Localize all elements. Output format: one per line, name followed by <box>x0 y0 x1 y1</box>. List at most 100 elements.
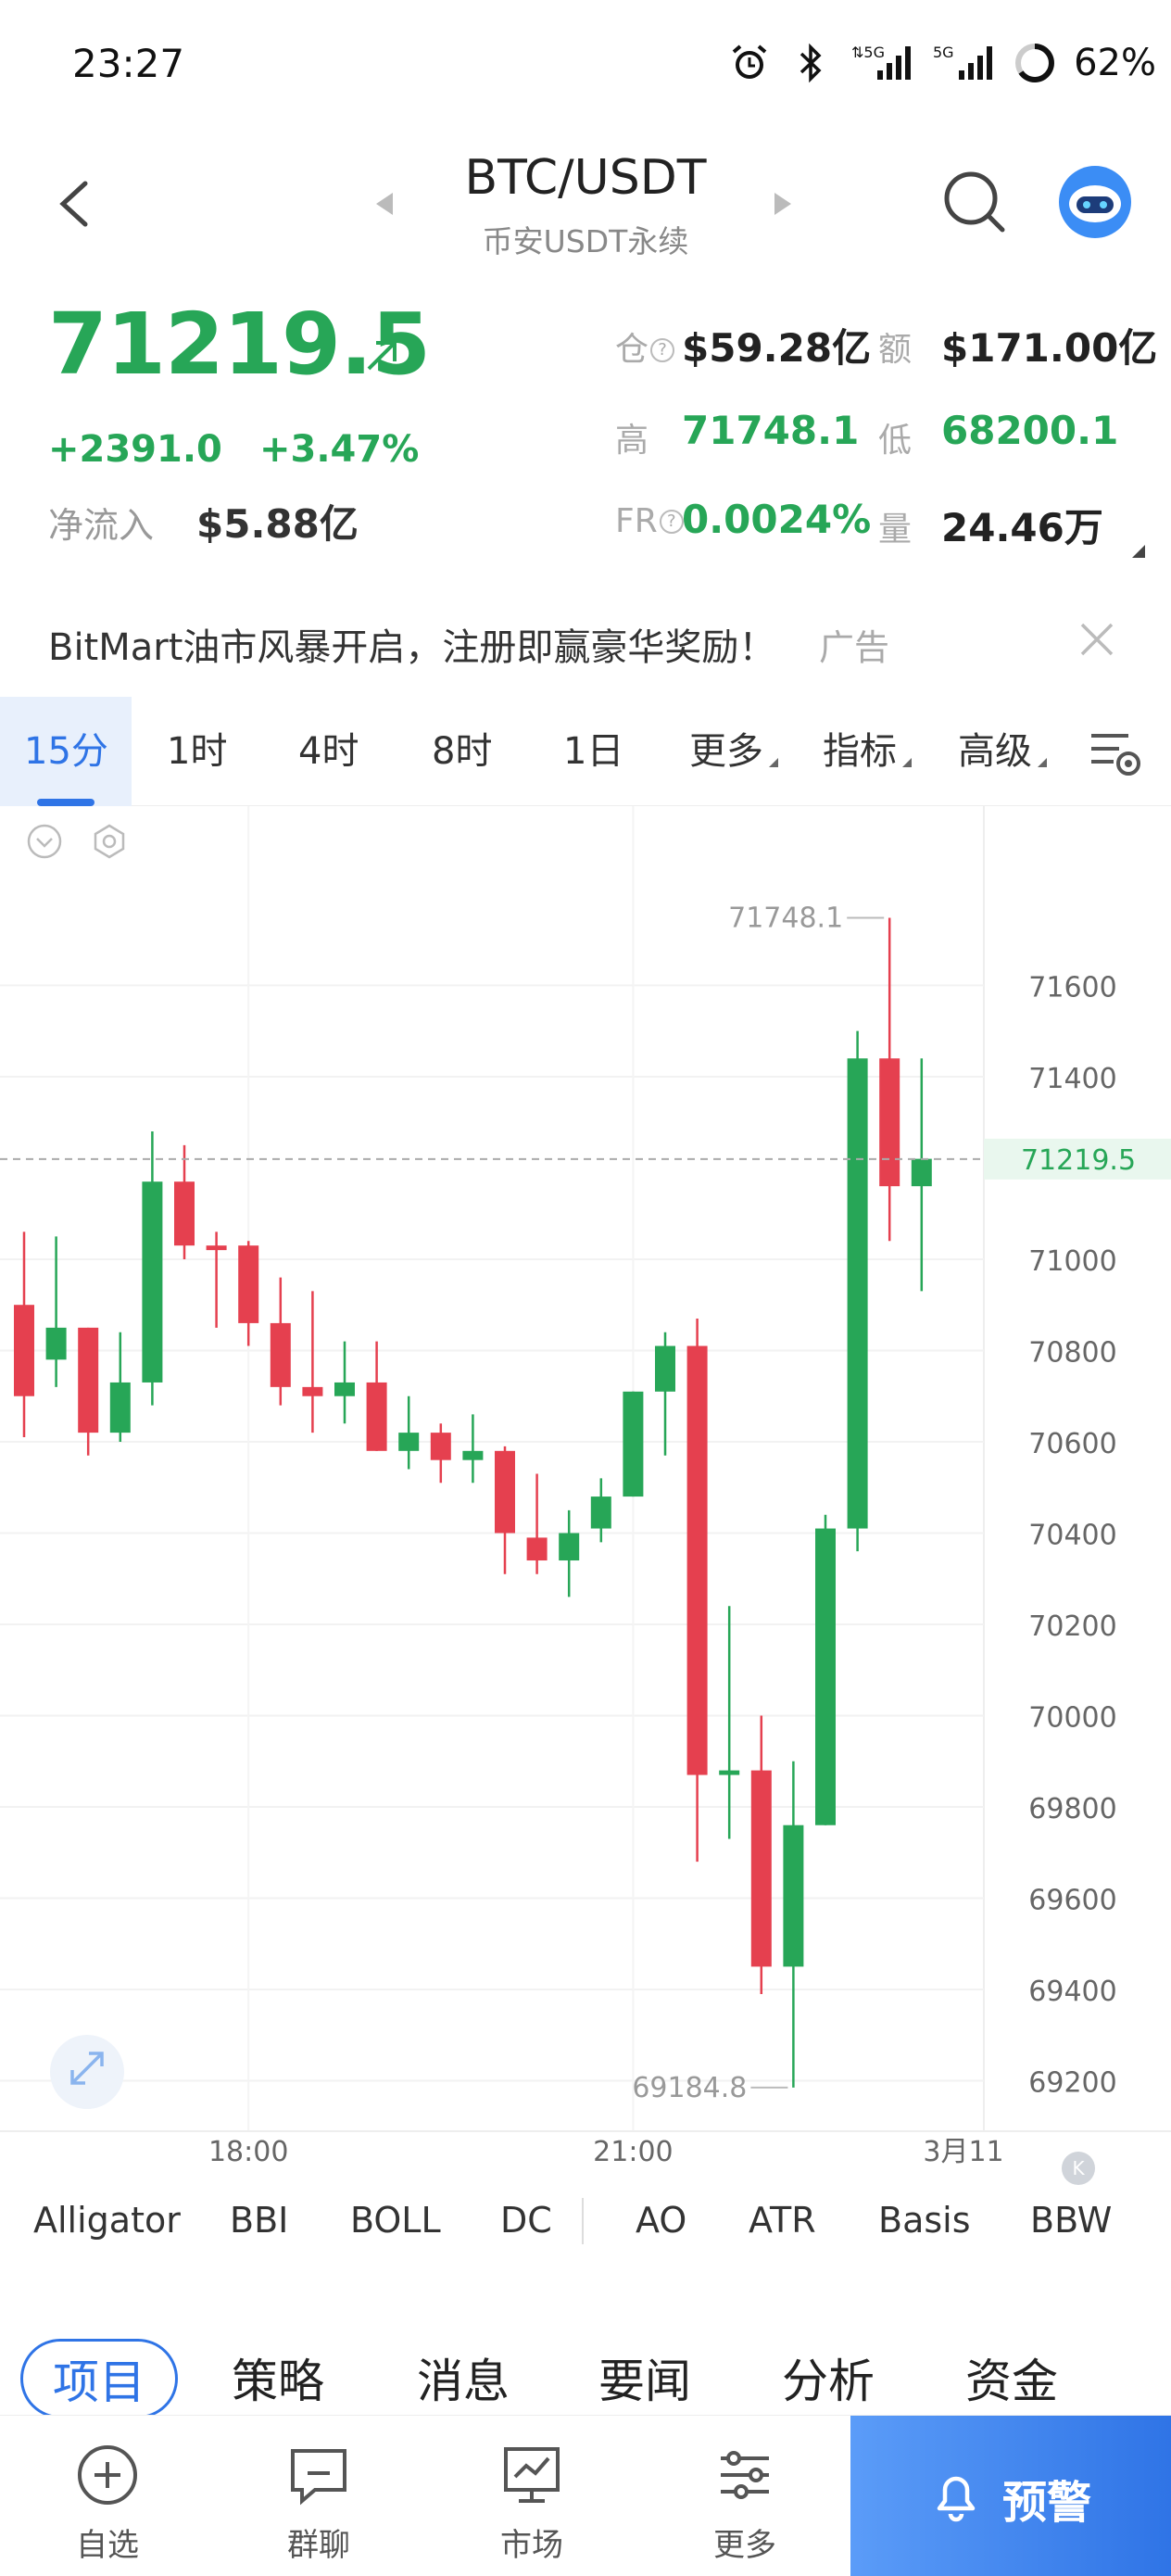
indicator-basis[interactable]: Basis <box>878 2200 971 2241</box>
tab-analysis[interactable]: 分析 <box>782 2355 875 2408</box>
candle-body <box>302 1386 323 1396</box>
candle-body <box>750 1770 772 1967</box>
battery-percent: 62% <box>1074 42 1156 84</box>
candle-body <box>623 1391 644 1497</box>
open-interest-value: $59.28亿 <box>682 325 872 371</box>
chart-style-icon[interactable] <box>91 823 128 860</box>
net-inflow-label: 净流入 <box>48 505 155 546</box>
candle-body <box>366 1382 387 1451</box>
tab-1h[interactable]: 1时 <box>167 730 228 773</box>
ad-banner[interactable]: BitMart油市风暴开启，注册即赢豪华奖励！ 广告 <box>0 593 1171 686</box>
candle-body <box>45 1327 67 1360</box>
indicator-bbi[interactable]: BBI <box>230 2200 289 2241</box>
nav-market[interactable]: 市场 <box>458 2416 606 2576</box>
candle-body <box>590 1496 611 1529</box>
search-icon[interactable] <box>939 167 1010 237</box>
candle-body <box>206 1245 227 1251</box>
indicator-alligator[interactable]: Alligator <box>33 2200 181 2241</box>
header: BTC/USDT 币安USDT永续 <box>0 130 1171 278</box>
funding-rate-value: 0.0024% <box>682 497 872 542</box>
svg-text:⇅5G: ⇅5G <box>851 44 885 61</box>
candle-body <box>430 1433 451 1460</box>
section-tabs: 项目 策略 消息 要闻 分析 资金 <box>0 2335 1171 2428</box>
tab-headlines[interactable]: 要闻 <box>598 2355 691 2408</box>
volume-value: 24.46万 <box>941 505 1103 550</box>
next-pair-icon[interactable] <box>769 185 797 222</box>
y-tick-label: 70800 <box>1028 1336 1116 1369</box>
market-chart-icon <box>504 2447 560 2503</box>
k-line-toggle[interactable]: K <box>1062 2152 1095 2185</box>
expand-stats-indicator[interactable] <box>1132 545 1145 558</box>
status-bar: 23:27 ⇅5G 5G 62% <box>0 0 1171 130</box>
ad-text[interactable]: BitMart油市风暴开启，注册即赢豪华奖励！ <box>48 626 776 669</box>
pair-title[interactable]: BTC/USDT <box>464 150 707 206</box>
nav-more[interactable]: 更多 <box>671 2416 819 2576</box>
tab-advanced[interactable]: 高级 <box>958 697 1047 806</box>
bell-icon <box>937 2476 976 2522</box>
alarm-icon <box>727 41 772 85</box>
close-icon[interactable] <box>1075 617 1119 662</box>
tab-more[interactable]: 更多 <box>689 697 778 806</box>
y-tick-label: 71600 <box>1028 971 1116 1004</box>
pair-exchange: 币安USDT永续 <box>482 223 689 259</box>
turnover-value: $171.00亿 <box>941 325 1158 371</box>
bluetooth-icon <box>788 41 833 85</box>
previous-pair-icon[interactable] <box>371 185 398 222</box>
last-price: 71219.5 <box>48 295 431 394</box>
nav-watchlist[interactable]: 自选 <box>33 2416 182 2576</box>
y-tick-label: 71000 <box>1028 1245 1116 1278</box>
indicator-boll[interactable]: BOLL <box>350 2200 441 2241</box>
tab-8h[interactable]: 8时 <box>432 730 493 773</box>
volume-label: 量 <box>878 511 913 549</box>
add-watchlist-icon <box>78 2445 137 2505</box>
chart-settings-icon[interactable] <box>1088 725 1143 780</box>
robot-assistant-icon[interactable] <box>1058 165 1132 239</box>
ad-tag: 广告 <box>819 627 890 668</box>
status-time: 23:27 <box>72 41 185 86</box>
open-interest-label: 仓? <box>615 322 675 371</box>
candle-body <box>109 1382 131 1433</box>
nav-group-chat[interactable]: 群聊 <box>245 2416 393 2576</box>
indicator-divider <box>582 2198 584 2244</box>
tab-1d[interactable]: 1日 <box>563 730 624 773</box>
price-change-percent: +3.47% <box>259 428 420 471</box>
net-inflow-value: $5.88亿 <box>196 501 359 547</box>
price-change: +2391.0 <box>48 428 222 471</box>
candle-body <box>174 1181 195 1246</box>
tab-indicators[interactable]: 指标 <box>823 697 912 806</box>
tab-15min[interactable]: 15分 <box>0 697 132 806</box>
more-sliders-icon <box>721 2451 769 2499</box>
indicator-atr[interactable]: ATR <box>749 2200 816 2241</box>
expand-icon <box>70 2052 104 2085</box>
fullscreen-button[interactable] <box>50 2035 124 2109</box>
y-tick-label: 70000 <box>1028 1701 1116 1734</box>
indicator-bbw[interactable]: BBW <box>1030 2200 1113 2241</box>
candle-body <box>398 1433 420 1451</box>
svg-text:5G: 5G <box>933 44 954 61</box>
x-tick-label: 18:00 <box>208 2136 288 2168</box>
y-tick-label: 70200 <box>1028 1610 1116 1643</box>
high-marker-label: 71748.1 <box>728 903 843 935</box>
indicator-dc[interactable]: DC <box>500 2200 552 2241</box>
tab-4h[interactable]: 4时 <box>298 730 359 773</box>
price-alert-button[interactable]: 预警 <box>850 2416 1171 2576</box>
help-icon[interactable]: ? <box>650 338 675 362</box>
tab-funds[interactable]: 资金 <box>965 2355 1058 2408</box>
tab-strategy[interactable]: 策略 <box>232 2355 324 2408</box>
tab-messages[interactable]: 消息 <box>417 2355 510 2408</box>
signal-5g-icon-2: 5G <box>931 41 996 85</box>
help-icon[interactable]: ? <box>659 510 684 534</box>
indicator-ao[interactable]: AO <box>636 2200 687 2241</box>
collapse-chart-icon[interactable] <box>26 823 63 860</box>
current-price-label: 71219.5 <box>1021 1144 1136 1177</box>
candle-body <box>719 1770 740 1775</box>
battery-ring-icon <box>1013 41 1057 85</box>
candle-body <box>783 1825 804 1967</box>
candle-body <box>14 1305 34 1396</box>
candlestick-chart[interactable]: 71600 71400 71000 70800 70600 70400 70200 70000… <box>0 806 1171 2178</box>
up-arrow-icon <box>367 341 397 371</box>
low-marker-label: 69184.8 <box>632 2072 747 2104</box>
back-arrow-icon[interactable] <box>46 167 102 241</box>
indicator-row: Alligator BBI BOLL DC AO ATR Basis BBW <box>0 2189 1171 2263</box>
tab-projects[interactable]: 项目 <box>20 2339 178 2418</box>
